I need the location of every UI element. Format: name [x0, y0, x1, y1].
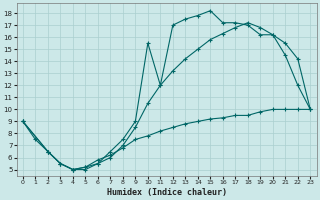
X-axis label: Humidex (Indice chaleur): Humidex (Indice chaleur)	[107, 188, 227, 197]
